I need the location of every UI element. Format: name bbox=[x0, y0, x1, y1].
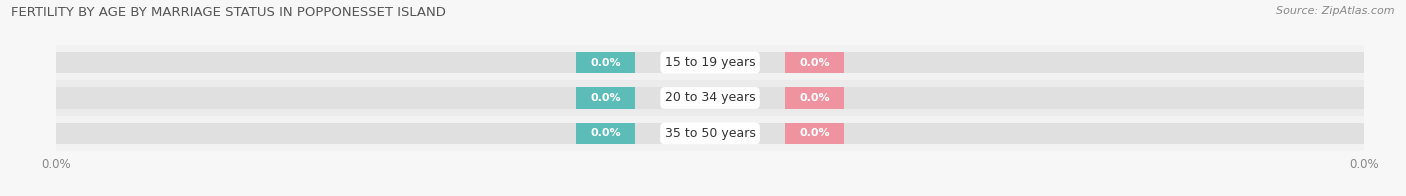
Text: 0.0%: 0.0% bbox=[591, 128, 620, 138]
Bar bbox=[785, 52, 844, 73]
Text: FERTILITY BY AGE BY MARRIAGE STATUS IN POPPONESSET ISLAND: FERTILITY BY AGE BY MARRIAGE STATUS IN P… bbox=[11, 6, 446, 19]
Bar bbox=[56, 52, 1364, 73]
Bar bbox=[785, 87, 844, 109]
Bar bbox=[56, 87, 1364, 109]
Text: 15 to 19 years: 15 to 19 years bbox=[665, 56, 755, 69]
Text: 0.0%: 0.0% bbox=[591, 93, 620, 103]
Bar bbox=[576, 52, 636, 73]
Legend: Married, Unmarried: Married, Unmarried bbox=[623, 192, 797, 196]
Bar bbox=[56, 45, 1364, 80]
Bar bbox=[56, 123, 1364, 144]
Bar bbox=[56, 116, 1364, 151]
Bar bbox=[576, 123, 636, 144]
Text: 35 to 50 years: 35 to 50 years bbox=[665, 127, 755, 140]
Text: 0.0%: 0.0% bbox=[800, 128, 830, 138]
Bar bbox=[785, 123, 844, 144]
Text: 0.0%: 0.0% bbox=[591, 58, 620, 68]
Text: Source: ZipAtlas.com: Source: ZipAtlas.com bbox=[1277, 6, 1395, 16]
Bar bbox=[576, 87, 636, 109]
Text: 20 to 34 years: 20 to 34 years bbox=[665, 92, 755, 104]
Text: 0.0%: 0.0% bbox=[800, 93, 830, 103]
Text: 0.0%: 0.0% bbox=[800, 58, 830, 68]
Bar bbox=[56, 80, 1364, 116]
